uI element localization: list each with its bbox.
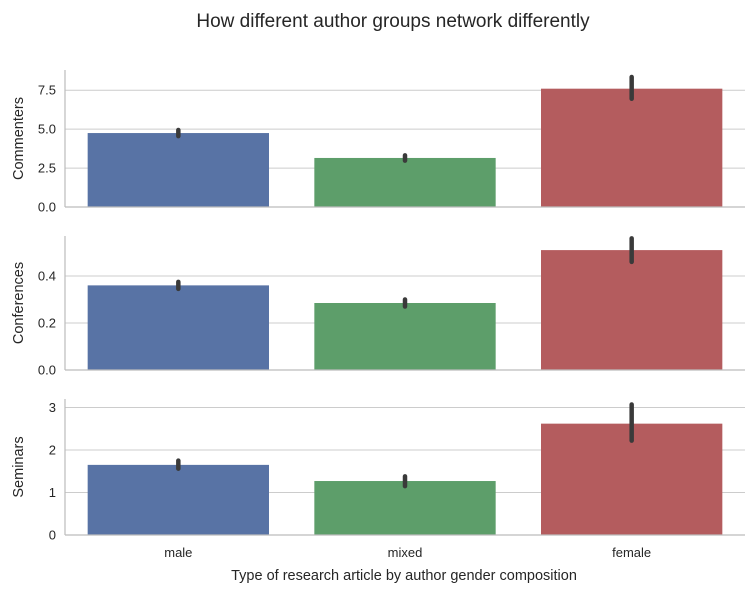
chart-title: How different author groups network diff… <box>196 11 590 32</box>
y-tick-label: 0.2 <box>38 315 56 330</box>
bar-male <box>87 285 270 370</box>
bar-mixed <box>314 303 496 370</box>
y-tick-label: 0.4 <box>38 268 56 283</box>
y-tick-label: 1 <box>49 485 56 500</box>
bar-female <box>541 88 723 207</box>
bar-female <box>541 250 723 370</box>
y-tick-label: 2 <box>49 443 56 458</box>
y-axis-label: Commenters <box>11 97 27 180</box>
chart-panels: 0.0 2.5 5.0 7.5 Commenters 0.0 0.2 0.4 Conferenc… <box>11 70 745 560</box>
x-tick-label: female <box>612 545 651 560</box>
y-tick-label: 0.0 <box>38 200 56 215</box>
panel-3: 0 1 2 3 Seminars <box>11 399 745 543</box>
y-tick-label: 5.0 <box>38 122 56 137</box>
y-axis-label: Conferences <box>11 262 27 344</box>
panel-1: 0.0 2.5 5.0 7.5 Commenters <box>11 70 745 215</box>
bar-male <box>87 464 270 535</box>
x-tick-label: mixed <box>388 545 423 560</box>
y-tick-label: 2.5 <box>38 161 56 176</box>
panel-2: 0.0 0.2 0.4 Conferences <box>11 236 745 378</box>
y-tick-label: 7.5 <box>38 83 56 98</box>
bar-mixed <box>314 157 496 207</box>
bar-mixed <box>314 481 496 535</box>
y-axis-label: Seminars <box>11 436 27 497</box>
x-axis-label: Type of research article by author gende… <box>231 568 577 584</box>
x-tick-label: male <box>164 545 192 560</box>
y-tick-label: 3 <box>49 400 56 415</box>
y-tick-label: 0 <box>49 528 56 543</box>
bar-male <box>87 133 270 207</box>
y-tick-label: 0.0 <box>38 363 56 378</box>
